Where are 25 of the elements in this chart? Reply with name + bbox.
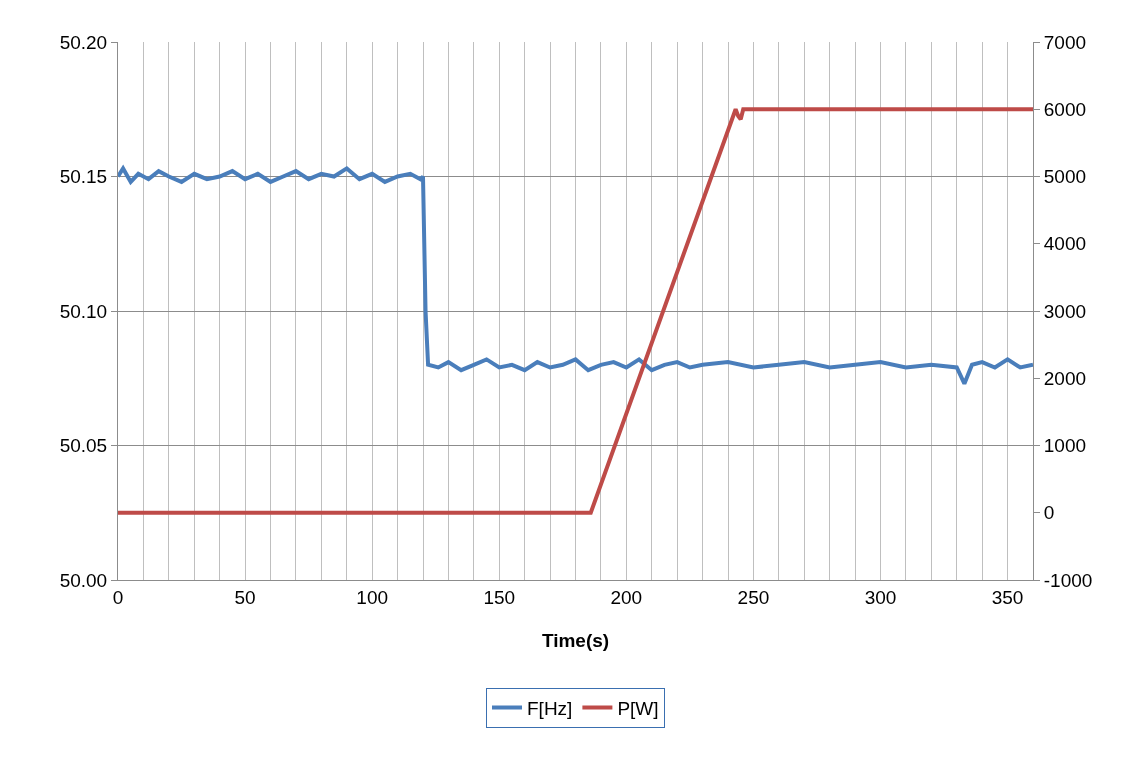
x-tick-label: 50 — [234, 586, 256, 608]
x-tick-label: 200 — [610, 586, 643, 608]
x-tick-label: 100 — [356, 586, 389, 608]
y2-tick-label: 7000 — [1043, 31, 1087, 53]
x-tick-label: 300 — [864, 586, 897, 608]
y-tick-label: 50.00 — [59, 569, 108, 591]
y-tick-label: 50.05 — [59, 435, 108, 457]
x-tick-label: 150 — [483, 586, 516, 608]
x-tick-label: 250 — [737, 586, 770, 608]
y-tick-label: 50.10 — [59, 300, 108, 322]
x-axis-title: Time(s) — [541, 630, 610, 651]
legend-label: F[Hz] — [527, 697, 573, 719]
y2-tick-label: 6000 — [1043, 98, 1087, 120]
y2-tick-label: 0 — [1043, 502, 1055, 524]
y2-tick-label: 2000 — [1043, 367, 1087, 389]
y-tick-label: 50.15 — [59, 166, 108, 188]
y2-tick-label: 4000 — [1043, 233, 1087, 255]
y2-tick-label: 5000 — [1043, 166, 1087, 188]
y2-tick-label: 3000 — [1043, 300, 1087, 322]
y2-tick-label: -1000 — [1043, 569, 1093, 591]
y2-tick-label: 1000 — [1043, 435, 1087, 457]
legend-label: P[W] — [617, 697, 659, 719]
y-tick-label: 50.20 — [59, 31, 108, 53]
x-tick-label: 0 — [112, 586, 124, 608]
x-tick-label: 350 — [991, 586, 1024, 608]
